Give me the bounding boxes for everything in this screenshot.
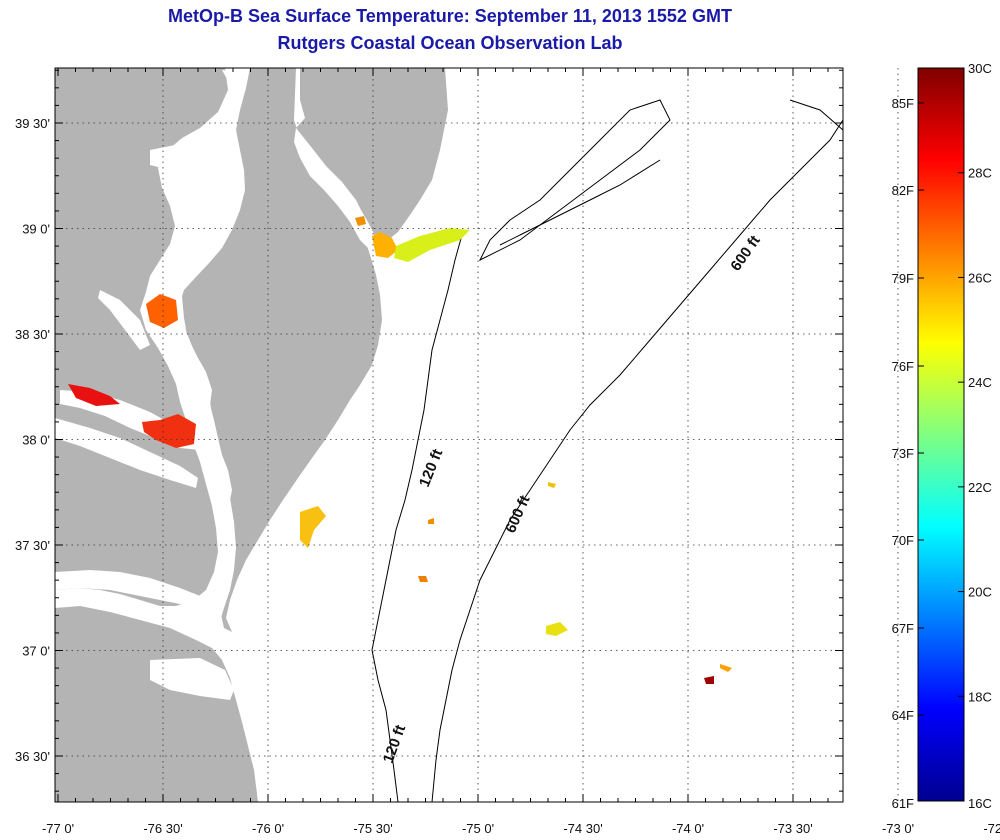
x-tick-label: -75 0' (462, 821, 494, 836)
contour-canyons (499, 159, 661, 246)
map-plot-area: 600 ft 120 ft 600 ft 120 ft (54, 67, 899, 803)
y-tick-label: 37 0' (22, 644, 50, 659)
colorbar-celsius-label: 30C (968, 61, 992, 76)
colorbar-celsius-label: 18C (968, 689, 992, 704)
sst-patch-small-1 (428, 518, 434, 524)
colorbar-fahrenheit-label: 79F (892, 271, 914, 286)
albemarle-sound-water (150, 658, 234, 700)
sst-patch-small-4 (720, 664, 732, 672)
sst-patch-delaware-mouth (372, 232, 398, 258)
james-river-water (55, 570, 205, 608)
x-tick-label: -76 0' (252, 821, 284, 836)
patuxent-water (98, 290, 150, 350)
colorbar-fahrenheit-label: 67F (892, 621, 914, 636)
y-tick-label: 39 30' (15, 116, 50, 131)
contour-shelf-edges (478, 99, 671, 262)
colorbar-fahrenheit-label: 64F (892, 708, 914, 723)
sst-patch-bay-north (355, 216, 366, 226)
colorbar-celsius-label: 24C (968, 375, 992, 390)
colorbar-celsius-label: 28C (968, 166, 992, 181)
colorbar-fahrenheit-label: 73F (892, 446, 914, 461)
x-tick-label: -76 30' (143, 821, 182, 836)
new-jersey-land (296, 68, 448, 240)
sst-patch-small-3 (548, 482, 556, 488)
sst-patch-offshore-south (546, 622, 568, 636)
sst-patch-va-coast (300, 506, 326, 548)
x-tick-label: -74 0' (672, 821, 704, 836)
sst-patch-small-2 (418, 576, 428, 582)
contour-120ft (371, 234, 463, 802)
colorbar-fahrenheit-label: 76F (892, 359, 914, 374)
colorbar-fahrenheit-label: 61F (892, 796, 914, 811)
sst-patch-potomac (68, 384, 120, 406)
delmarva-peninsula-land (178, 68, 382, 632)
y-tick-label: 39 0' (22, 222, 50, 237)
colorbar: 30C 28C 26C 24C 22C 20C 18C 16C 85F 82F 79F 76F 73F 7… (892, 61, 992, 811)
bathymetry-contours (371, 99, 843, 802)
map-frame (54, 67, 844, 803)
colorbar-celsius-label: 22C (968, 480, 992, 495)
x-tick-label: -77 0' (42, 821, 74, 836)
colorbar-ticks: 30C 28C 26C 24C 22C 20C 18C 16C 85F 82F 79F 76F 73F 7… (892, 61, 992, 811)
northern-bay-water (150, 145, 195, 175)
latitude-axis: 39 30' 39 0' 38 30' 38 0' 37 30' 37 0' 36 30' (15, 116, 50, 764)
lat-lon-grid (55, 68, 899, 802)
colorbar-ramp (917, 67, 965, 802)
x-tick-label: -75 30' (353, 821, 392, 836)
sst-patch-gulfstream (704, 676, 714, 684)
x-tick-label: -74 30' (563, 821, 602, 836)
colorbar-celsius-label: 20C (968, 585, 992, 600)
y-tick-label: 38 0' (22, 433, 50, 448)
y-tick-label: 36 30' (15, 749, 50, 764)
colorbar-celsius-label: 26C (968, 270, 992, 285)
virginia-mainland-land (55, 606, 258, 802)
map-title: MetOp-B Sea Surface Temperature: Septemb… (168, 6, 732, 26)
x-tick-label: -72 30' (983, 821, 1000, 836)
colorbar-fahrenheit-label: 82F (892, 183, 914, 198)
sst-patch-offshore-nj (394, 228, 470, 262)
y-tick-label: 37 30' (15, 538, 50, 553)
colorbar-celsius-label: 16C (968, 796, 992, 811)
map-subtitle: Rutgers Coastal Ocean Observation Lab (277, 33, 623, 53)
contour-600ft-outer (431, 119, 843, 802)
sst-patch-choptank (146, 294, 178, 328)
colorbar-fahrenheit-label: 85F (892, 96, 914, 111)
axis-ticks (55, 68, 843, 802)
chesapeake-bay-water (172, 70, 242, 640)
y-tick-label: 38 30' (15, 327, 50, 342)
x-tick-label: -73 30' (773, 821, 812, 836)
sst-data-patches (68, 216, 732, 684)
x-tick-label: -73 0' (882, 821, 914, 836)
rappahannock-river-water (55, 418, 198, 488)
longitude-axis: -77 0' -76 30' -76 0' -75 30' -75 0' -74 30' -… (42, 821, 1000, 836)
colorbar-fahrenheit-label: 70F (892, 533, 914, 548)
